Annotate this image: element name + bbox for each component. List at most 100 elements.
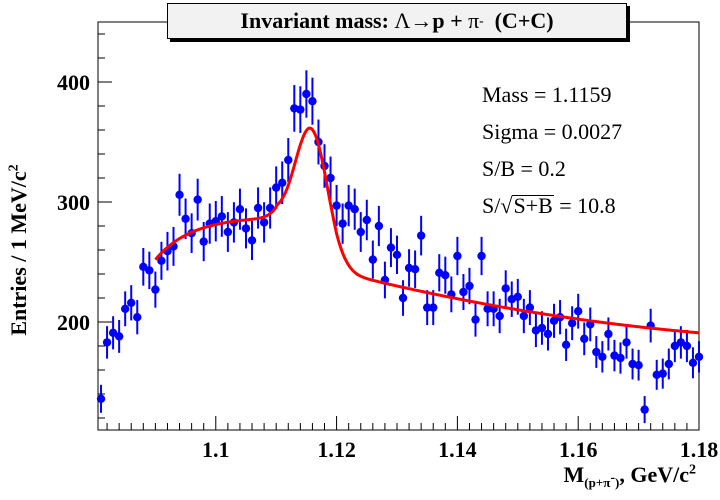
data-point [495,311,504,321]
title-system: (C+C) [483,8,554,33]
data-point [676,338,686,347]
data-point [362,215,371,225]
data-point [513,292,522,301]
stat-signif-value: = 10.8 [553,193,616,218]
data-point [598,352,607,361]
data-point [670,341,680,351]
data-point [694,352,704,361]
data-point [604,329,613,339]
data-point [573,307,583,316]
data-point [199,237,208,246]
x-axis-label-rest: , GeV/c [619,462,689,487]
x-axis-label-sub: (p+π-) [584,471,620,491]
y-tick-label: 400 [57,70,90,95]
data-point [398,293,408,303]
data-point [525,303,535,312]
data-point [151,285,160,294]
x-tick-label: 1.14 [438,437,477,462]
y-tick-label: 200 [57,310,90,335]
data-point [580,334,589,343]
data-point [181,214,190,223]
data-point [368,255,378,264]
title-decay: p + [432,8,463,33]
data-point [253,203,263,213]
fit-curve [154,126,700,335]
data-point [465,281,474,291]
x-axis-label-sub-close: ) [615,475,620,491]
data-point [543,329,553,339]
data-point [634,361,643,370]
data-point [664,359,673,369]
data-point [658,369,667,378]
data-point [682,341,692,351]
x-axis-label-sub-sup: - [610,471,615,487]
stat-sb: S/B = 0.2 [482,156,566,181]
data-point [453,251,462,261]
data-point [241,224,251,233]
data-point [247,236,257,245]
data-point [114,332,124,341]
chart-title: Invariant mass: Λ → p + π- (C+C) [167,3,627,39]
y-axis-label: Entries / 1 MeV/c2 [6,164,32,335]
title-prefix: Invariant mass: [240,8,389,33]
x-tick-label: 1.16 [559,437,598,462]
data-point [459,287,468,297]
x-axis-label-sub-text: (p+π [584,475,611,491]
axis-ticks [98,33,700,430]
data-point [392,250,402,259]
data-point [127,298,136,307]
data-point [120,304,130,313]
data-point [640,405,649,414]
data-point [296,105,305,114]
y-axis-label-text: Entries / 1 MeV/c [6,171,31,336]
data-point [139,262,148,271]
stat-mass: Mass = 1.1159 [482,82,612,107]
data-point [519,311,529,321]
data-point [477,251,486,261]
title-arrow: → [410,8,433,33]
data-point [471,315,480,324]
data-point [157,256,166,265]
data-point [102,338,112,347]
stat-signif-prefix: S/ [482,193,501,218]
data-point [501,284,510,293]
title-pion: π [468,8,480,33]
data-point [133,313,142,322]
data-point [271,183,281,192]
data-point [356,227,365,237]
data-point [235,205,245,214]
title-charge: - [479,13,484,28]
data-point [549,316,559,325]
data-point [374,221,384,231]
data-point [567,319,577,328]
data-point [416,231,426,240]
x-axis-label-sup: 2 [689,462,696,478]
data-point [108,328,118,337]
data-points [96,89,704,414]
data-point [338,219,347,228]
data-point [483,304,492,313]
y-tick-label: 300 [57,190,90,215]
data-point [284,155,293,165]
data-point [278,178,287,187]
data-point [350,205,359,214]
data-point [96,394,106,403]
data-point [223,227,233,237]
data-point [688,358,698,367]
data-point [537,323,547,333]
data-point [175,190,184,199]
data-point [422,303,432,312]
tick-labels: 1.1 1.12 1.14 1.16 1.18 200 300 400 [57,70,718,462]
data-point [592,347,601,357]
data-point [332,201,341,210]
data-point [386,243,396,252]
data-point [344,201,353,210]
data-point [259,218,269,227]
data-point [302,89,311,99]
stat-signif-root: S+B [512,193,554,218]
data-point [616,353,625,363]
data-point [561,340,571,349]
data-point [441,271,450,280]
data-point [326,173,335,183]
